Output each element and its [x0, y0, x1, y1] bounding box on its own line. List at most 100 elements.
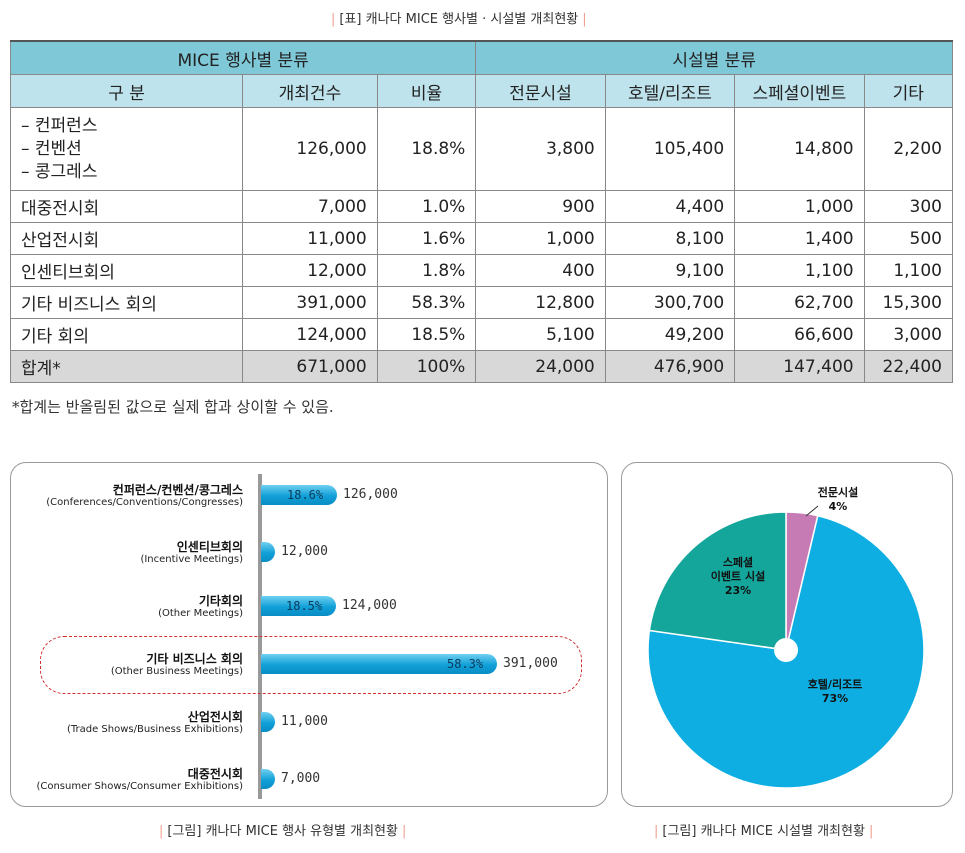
category-label: 대중전시회 — [187, 767, 243, 781]
row-label: – 컨퍼런스 – 컨벤션 – 콩그레스 — [9, 107, 244, 191]
bar — [261, 654, 497, 674]
table-row: – 컨퍼런스 – 컨벤션 – 콩그레스 126,000 18.8% 3,800 … — [9, 107, 954, 191]
category-label: 기타회의 — [198, 594, 243, 608]
cell-count: 124,000 — [242, 318, 378, 351]
col-header-ratio: 비율 — [376, 74, 477, 108]
cell-hotel: 105,400 — [604, 107, 736, 191]
cell-special: 1,000 — [734, 190, 865, 223]
pie-slice-label: 호텔/리조트 73% — [807, 678, 863, 705]
cell-ratio: 18.8% — [376, 107, 477, 191]
highlight-outline — [40, 636, 582, 694]
cell-hotel: 4,400 — [604, 190, 736, 223]
cell-count: 12,000 — [242, 254, 378, 287]
row-label: 기타 회의 — [9, 318, 244, 351]
bar-value-label: 7,000 — [281, 771, 321, 786]
cell-ratio: 1.0% — [376, 190, 477, 223]
bar — [261, 485, 337, 505]
cell-special: 1,400 — [734, 222, 865, 255]
total-hotel: 476,900 — [604, 350, 736, 383]
mice-table: MICE 행사별 분류 시설별 분류 구 분 개최건수 비율 전문시설 호텔/리… — [9, 40, 954, 383]
col-header-special: 스페셜이벤트 — [734, 74, 865, 108]
category-label: 산업전시회 — [187, 710, 243, 724]
table-row: 인센티브회의 12,000 1.8% 400 9,100 1,100 1,100 — [9, 254, 954, 287]
total-special: 147,400 — [734, 350, 865, 383]
bar — [261, 769, 275, 789]
cell-ratio: 1.8% — [376, 254, 477, 287]
category-label-en: (Conferences/Conventions/Congresses) — [46, 497, 243, 508]
table-caption: | [표] 캐나다 MICE 행사별 · 시설별 개최현황 | — [331, 12, 587, 27]
group-header-facility: 시설별 분류 — [475, 40, 953, 75]
cell-dedicated: 400 — [475, 254, 606, 287]
cell-other: 300 — [863, 190, 954, 223]
cell-ratio: 58.3% — [376, 286, 477, 319]
bar-value-label: 124,000 — [342, 598, 397, 613]
col-header-count: 개최건수 — [242, 74, 378, 108]
total-ratio: 100% — [376, 350, 477, 383]
cell-hotel: 300,700 — [604, 286, 736, 319]
bar — [261, 596, 336, 616]
bar-chart-panel — [10, 462, 608, 807]
category-label-en: (Incentive Meetings) — [140, 554, 243, 565]
cell-other: 3,000 — [863, 318, 954, 351]
col-header-category: 구 분 — [9, 74, 244, 108]
total-other: 22,400 — [863, 350, 954, 383]
cell-special: 14,800 — [734, 107, 865, 191]
cell-special: 66,600 — [734, 318, 865, 351]
category-label: 인센티브회의 — [176, 540, 243, 554]
pie-chart-caption: | [그림] 캐나다 MICE 시설별 개최현황 | — [654, 824, 874, 839]
col-header-hotel: 호텔/리조트 — [604, 74, 736, 108]
bar-chart-caption: | [그림] 캐나다 MICE 행사 유형별 개최현황 | — [159, 824, 407, 839]
cell-special: 62,700 — [734, 286, 865, 319]
table-row: 대중전시회 7,000 1.0% 900 4,400 1,000 300 — [9, 190, 954, 223]
cell-special: 1,100 — [734, 254, 865, 287]
cell-hotel: 8,100 — [604, 222, 736, 255]
category-label-en: (Other Meetings) — [158, 608, 243, 619]
bar-percent-label: 18.6% — [287, 488, 324, 502]
cell-ratio: 18.5% — [376, 318, 477, 351]
bar-value-label: 12,000 — [281, 544, 328, 559]
bar — [261, 542, 275, 562]
col-header-other: 기타 — [863, 74, 954, 108]
total-count: 671,000 — [242, 350, 378, 383]
bar-percent-label: 18.5% — [286, 599, 323, 613]
cell-hotel: 9,100 — [604, 254, 736, 287]
category-label: 기타 비즈니스 회의 — [146, 652, 243, 666]
cell-other: 1,100 — [863, 254, 954, 287]
row-label: 대중전시회 — [9, 190, 244, 223]
table-footnote: *합계는 반올림된 값으로 실제 합과 상이할 수 있음. — [12, 398, 334, 416]
pie-chart-panel — [621, 462, 953, 807]
cell-dedicated: 1,000 — [475, 222, 606, 255]
table-row: 기타 비즈니스 회의 391,000 58.3% 12,800 300,700 … — [9, 286, 954, 319]
col-header-dedicated: 전문시설 — [475, 74, 606, 108]
table-row: 산업전시회 11,000 1.6% 1,000 8,100 1,400 500 — [9, 222, 954, 255]
total-dedicated: 24,000 — [475, 350, 606, 383]
cell-dedicated: 12,800 — [475, 286, 606, 319]
cell-dedicated: 5,100 — [475, 318, 606, 351]
category-label-en: (Trade Shows/Business Exhibitions) — [66, 724, 243, 735]
bar-percent-label: 58.3% — [447, 657, 484, 671]
cell-dedicated: 3,800 — [475, 107, 606, 191]
bar-value-label: 391,000 — [503, 656, 558, 671]
cell-other: 15,300 — [863, 286, 954, 319]
total-label: 합계* — [9, 350, 244, 383]
category-label: 컨퍼런스/컨벤션/콩그레스 — [112, 483, 243, 497]
cell-ratio: 1.6% — [376, 222, 477, 255]
bar-value-label: 11,000 — [281, 714, 328, 729]
cell-count: 7,000 — [242, 190, 378, 223]
bar — [261, 712, 275, 732]
table-total-row: 합계* 671,000 100% 24,000 476,900 147,400 … — [9, 350, 954, 383]
pie-slice-label: 전문시설 4% — [817, 486, 859, 513]
row-label: 산업전시회 — [9, 222, 244, 255]
cell-hotel: 49,200 — [604, 318, 736, 351]
cell-dedicated: 900 — [475, 190, 606, 223]
cell-count: 11,000 — [242, 222, 378, 255]
pie-slice-label: 스페셜 이벤트 시설 23% — [710, 556, 766, 597]
group-header-mice: MICE 행사별 분류 — [9, 40, 477, 75]
cell-other: 2,200 — [863, 107, 954, 191]
cell-count: 391,000 — [242, 286, 378, 319]
row-label: 기타 비즈니스 회의 — [9, 286, 244, 319]
row-label: 인센티브회의 — [9, 254, 244, 287]
cell-count: 126,000 — [242, 107, 378, 191]
cell-other: 500 — [863, 222, 954, 255]
table-row: 기타 회의 124,000 18.5% 5,100 49,200 66,600 … — [9, 318, 954, 351]
